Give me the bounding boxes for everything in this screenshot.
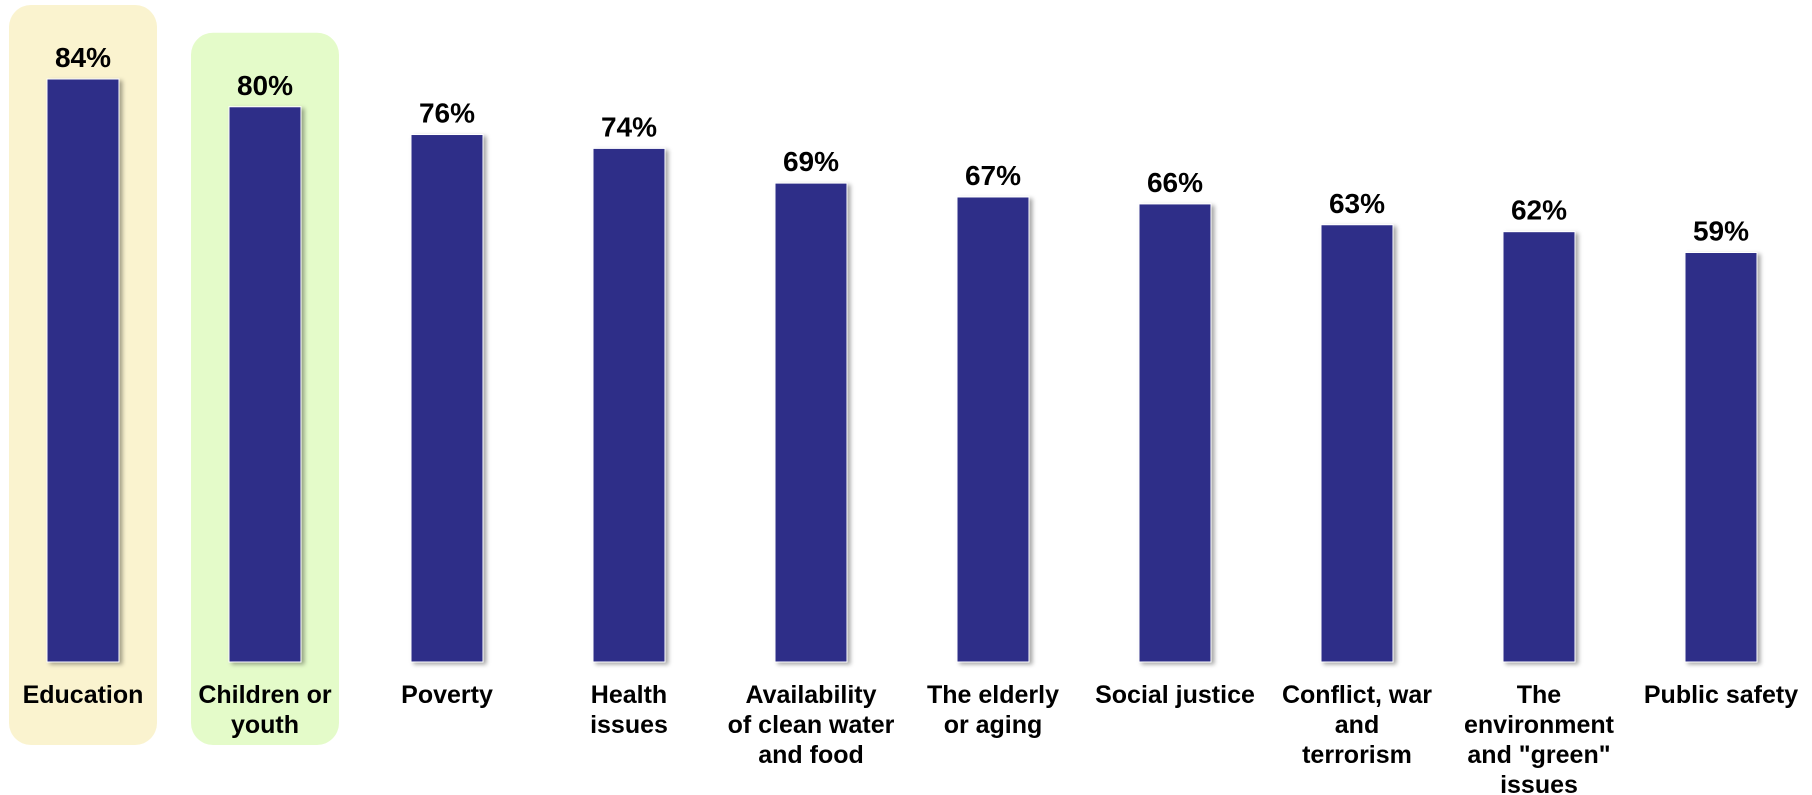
bar-3 — [592, 147, 666, 663]
bar-7 — [1320, 224, 1394, 663]
category-label-0: Education — [23, 681, 144, 709]
category-labels-group: Education Children or youth Poverty Health is… — [23, 681, 1799, 795]
bar-1 — [228, 106, 302, 663]
value-label-3: 74% — [601, 111, 657, 142]
category-label-2: Poverty — [401, 681, 493, 709]
bar-0 — [46, 78, 120, 663]
bar-5 — [956, 196, 1030, 663]
category-label-3: Health issues — [590, 681, 668, 739]
value-label-9: 59% — [1693, 216, 1749, 247]
bars-group — [46, 78, 1758, 663]
category-label-6: Social justice — [1095, 681, 1255, 709]
value-label-6: 66% — [1147, 167, 1203, 198]
category-label-1: Children or youth — [198, 681, 332, 739]
value-label-7: 63% — [1329, 188, 1385, 219]
value-label-2: 76% — [419, 98, 475, 129]
value-label-0: 84% — [55, 42, 111, 73]
category-label-9: Public safety — [1644, 681, 1798, 709]
value-label-4: 69% — [783, 146, 839, 177]
bar-6 — [1138, 203, 1212, 663]
category-label-7: Conflict, war and terrorism — [1282, 681, 1432, 769]
value-label-8: 62% — [1511, 195, 1567, 226]
bar-2 — [410, 134, 484, 663]
bar-9 — [1684, 252, 1758, 663]
category-label-4: Availability of clean water and food — [728, 681, 895, 769]
value-labels-group: 84% 80% 76% 74% 69% 67% 66% 63% 62% 59% — [55, 42, 1749, 247]
category-label-8: The environment and "green" issues — [1464, 681, 1615, 795]
value-label-1: 80% — [237, 70, 293, 101]
value-label-5: 67% — [965, 160, 1021, 191]
bar-4 — [774, 182, 848, 663]
bar-8 — [1502, 231, 1576, 663]
category-label-5: The elderly or aging — [927, 681, 1059, 739]
